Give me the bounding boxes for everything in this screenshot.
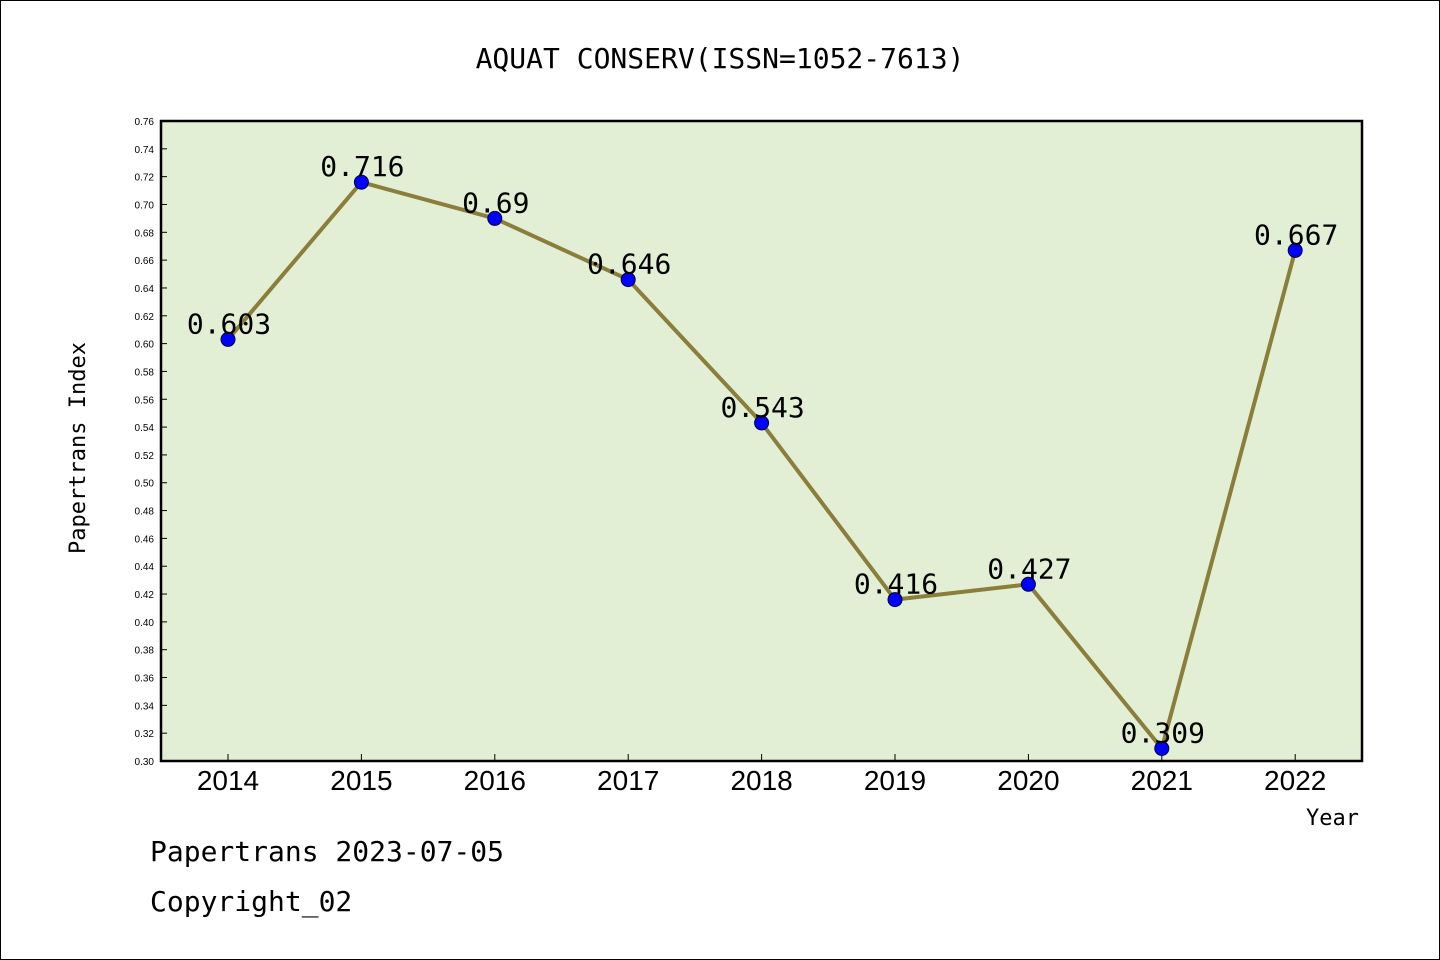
y-tick-label: 0.40	[135, 618, 155, 629]
y-axis-label: Papertrans Index	[66, 342, 91, 554]
x-axis-ticks: 2014 2015 2016 2017 2018 2019 2020 2021 2022	[197, 754, 1326, 796]
data-label: 0.646	[587, 248, 671, 281]
y-tick-label: 0.58	[135, 367, 155, 378]
y-tick-label: 0.48	[135, 507, 155, 518]
y-tick-label: 0.44	[135, 562, 155, 573]
y-tick-label: 0.36	[135, 674, 155, 685]
x-tick-label: 2019	[864, 765, 926, 796]
y-tick-label: 0.34	[135, 701, 155, 712]
y-axis-ticks: 0.30 0.32 0.34 0.36 0.38 0.40 0.42 0.44 0.46 0.48…	[135, 117, 167, 768]
y-tick-label: 0.30	[135, 757, 155, 768]
footer-date-line: Papertrans 2023-07-05	[150, 835, 505, 868]
plot-area	[159, 119, 1364, 763]
y-tick-label: 0.56	[135, 395, 155, 406]
y-tick-label: 0.52	[135, 451, 155, 462]
y-tick-label: 0.72	[135, 173, 155, 184]
y-tick-label: 0.66	[135, 256, 155, 267]
data-point	[220, 331, 236, 347]
data-point	[1154, 740, 1170, 756]
x-tick-label: 2018	[730, 765, 792, 796]
data-label: 0.543	[720, 391, 804, 424]
data-point	[353, 174, 369, 190]
data-label: 0.716	[320, 150, 404, 183]
x-tick-label: 2016	[464, 765, 526, 796]
x-tick-label: 2015	[330, 765, 392, 796]
data-label: 0.416	[854, 568, 938, 601]
data-label: 0.603	[187, 307, 271, 340]
chart-title: AQUAT CONSERV(ISSN=1052-7613)	[476, 42, 965, 75]
data-point	[487, 210, 503, 226]
x-tick-label: 2020	[997, 765, 1059, 796]
x-tick-label: 2022	[1264, 765, 1326, 796]
data-label: 0.69	[462, 186, 529, 219]
y-tick-label: 0.42	[135, 590, 155, 601]
y-tick-label: 0.50	[135, 479, 155, 490]
y-tick-label: 0.64	[135, 284, 155, 295]
x-tick-label: 2021	[1131, 765, 1193, 796]
x-axis-label: Year	[1306, 806, 1359, 831]
data-label: 0.309	[1121, 716, 1205, 749]
y-tick-label: 0.74	[135, 145, 155, 156]
y-tick-label: 0.68	[135, 228, 155, 239]
series-layer	[220, 174, 1303, 756]
data-label-layer: 0.603 0.716 0.69 0.646 0.543 0.416 0.427 0.309 0…	[187, 150, 1338, 749]
x-tick-label: 2017	[597, 765, 659, 796]
y-tick-label: 0.62	[135, 312, 155, 323]
data-point	[1287, 242, 1303, 258]
y-tick-label: 0.46	[135, 534, 155, 545]
data-label: 0.427	[987, 552, 1071, 585]
data-point	[754, 415, 770, 431]
data-point	[887, 592, 903, 608]
y-tick-label: 0.54	[135, 423, 155, 434]
y-tick-label: 0.76	[135, 117, 155, 128]
y-tick-label: 0.32	[135, 729, 155, 740]
footer-copyright-line: Copyright_02	[150, 885, 353, 918]
data-label: 0.667	[1254, 218, 1338, 251]
data-point	[1020, 576, 1036, 592]
y-tick-label: 0.70	[135, 200, 155, 211]
y-tick-label: 0.60	[135, 340, 155, 351]
x-tick-label: 2014	[197, 765, 259, 796]
y-tick-label: 0.38	[135, 646, 155, 657]
data-point	[620, 272, 636, 288]
